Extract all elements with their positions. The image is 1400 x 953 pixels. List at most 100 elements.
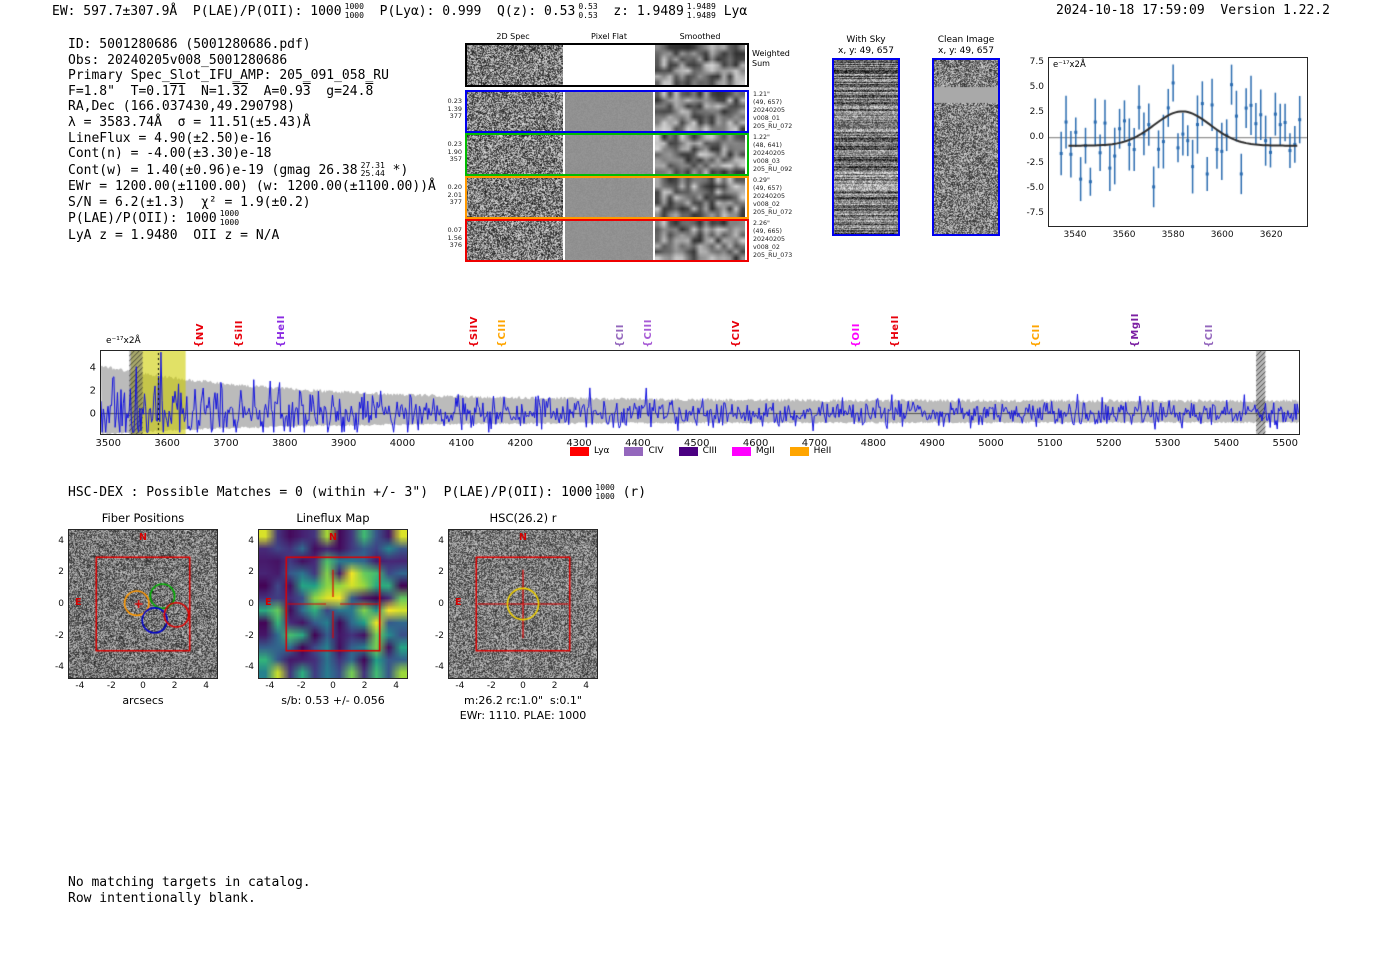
compass-north-label: N: [139, 532, 147, 543]
axis-tick-label: -2: [486, 681, 496, 691]
axis-tick-label: -2: [55, 630, 64, 641]
lineflux-map-xlabel: s/b: 0.53 +/- 0.056: [281, 694, 385, 707]
axis-tick-label: 2: [248, 567, 254, 578]
2d-spec-header: 2D Spec: [496, 32, 530, 41]
brace-icon: {: [1030, 340, 1042, 348]
axis-tick-label: 4300: [566, 438, 592, 449]
2d-spec-smooth-image: [655, 135, 745, 174]
2d-spec-flat-image: [565, 92, 653, 131]
legend-item: Lyα: [570, 446, 609, 456]
axis-tick-label: 5200: [1095, 438, 1122, 449]
spectral-line-label: NV{: [192, 300, 208, 348]
fiber-weight-labels: 0.07 1.56 376: [447, 226, 462, 249]
fiber-positions-title: Fiber Positions: [101, 511, 185, 525]
legend-item: MgII: [731, 446, 775, 456]
brace-icon: {: [233, 340, 245, 348]
axis-tick-label: -2.5: [1026, 157, 1044, 168]
axis-tick-label: 4: [583, 681, 590, 691]
header-summary-line: EW: 597.7±307.9Å P(LAE)/P(OII): 1000 1000…: [52, 2, 748, 20]
axis-tick-label: 4200: [507, 438, 533, 449]
axis-tick-label: 0.0: [1029, 132, 1044, 143]
compass-east-label: E: [265, 597, 272, 608]
axis-tick-label: 2: [361, 681, 368, 691]
fiber-annotation: 0.29" (49, 657) 20240205 v008_02 205_RU_072: [753, 177, 793, 217]
compass-east-label: E: [75, 597, 82, 608]
spectral-line-label: CII{: [1029, 300, 1045, 348]
2d-spec-flat-image: [565, 178, 653, 217]
compass-north-label: N: [519, 532, 527, 543]
stacked-fraction: 1.9489 1.9489: [686, 2, 716, 20]
axis-tick-label: 4600: [742, 438, 769, 449]
brace-icon: {: [730, 340, 742, 348]
info-line: Obs: 20240205v008_5001280686: [68, 52, 288, 68]
brace-icon: {: [1129, 340, 1141, 348]
clean-image: [932, 58, 1000, 236]
info-line: S/N = 6.2(±1.3) χ² = 1.9(±0.2): [68, 194, 311, 210]
axis-tick-label: 3600: [1210, 230, 1234, 240]
spectral-line-name: CII: [1031, 323, 1043, 340]
axis-tick-label: 4: [393, 681, 400, 691]
axis-tick-label: 3800: [272, 438, 298, 449]
2d-spec-fine-image: [467, 92, 563, 131]
fiber-positions-xlabel: arcsecs: [122, 694, 164, 707]
axis-tick-label: 3700: [213, 438, 239, 449]
lineflux-map-panel: [258, 529, 408, 679]
info-line: Primary Spec_Slot_IFU_AMP: 205_091_058_R…: [68, 68, 389, 84]
2d-spec-fine-image: [467, 135, 563, 174]
axis-tick-label: 5100: [1037, 438, 1063, 449]
spectral-line-name: HeII: [276, 315, 288, 340]
info-line: λ = 3583.74Å σ = 11.51(±5.43)Å: [68, 114, 311, 130]
axis-tick-label: 4800: [860, 438, 887, 449]
compass-north-label: N: [329, 532, 337, 543]
spectral-line-name: OII: [851, 322, 863, 340]
spectral-line-label: OII{: [849, 300, 865, 348]
2d-spec-smooth-image: [655, 92, 745, 131]
spectral-line-label: CII{: [612, 300, 628, 348]
inset-unit-label: e⁻¹⁷x2Å: [1053, 60, 1086, 70]
info-line: P(LAE)/P(OII): 1000 1000 1000: [68, 209, 240, 228]
axis-tick-label: 3620: [1259, 230, 1283, 240]
axis-tick-label: 5.0: [1029, 82, 1044, 93]
2d-spec-fine-image: [467, 178, 563, 217]
axis-tick-label: 2: [171, 681, 178, 691]
2d-spec-smooth-image: [655, 221, 745, 260]
axis-tick-label: -2: [245, 630, 254, 641]
axis-tick-label: 2: [89, 385, 96, 397]
axis-tick-label: 4: [203, 681, 210, 691]
axis-tick-label: 3500: [95, 438, 121, 449]
axis-tick-label: 4: [89, 362, 96, 374]
spectrum-unit-label: e⁻¹⁷x2Å: [106, 336, 141, 346]
spectral-line-name: CII: [1204, 323, 1216, 340]
spectral-line-name: CIII: [643, 319, 654, 340]
axis-tick-label: 0: [438, 599, 444, 609]
2d-spec-row: [465, 90, 749, 133]
2d-spec-smooth-image: [655, 178, 745, 217]
detection-info-block: ID: 5001280686 (5001280686.pdf) Obs: 2024…: [68, 37, 436, 243]
compass-east-label: E: [455, 597, 462, 608]
brace-icon: {: [194, 340, 206, 348]
axis-tick-label: -2: [106, 681, 116, 691]
legend-label: HeII: [813, 446, 832, 456]
axis-tick-label: 2: [438, 567, 444, 578]
brace-icon: {: [496, 340, 508, 348]
legend-swatch: [624, 446, 644, 456]
brace-icon: {: [1203, 340, 1215, 348]
report-version: Version 1.22.2: [1220, 3, 1330, 18]
legend-swatch: [570, 446, 589, 456]
fiber-weight-labels: 0.23 1.39 377: [447, 97, 462, 120]
brace-icon: {: [642, 340, 654, 348]
axis-tick-label: 0: [140, 681, 146, 691]
2d-spec-weighted-row: [465, 43, 749, 87]
spectral-line-name: CIV: [731, 319, 743, 340]
axis-tick-label: 5400: [1213, 438, 1240, 449]
axis-tick-label: 4900: [919, 438, 945, 449]
axis-tick-label: 0: [330, 681, 336, 691]
pixel-flat-header: Pixel Flat: [591, 32, 627, 41]
info-line: LyA z = 1.9480 OII z = N/A: [68, 227, 280, 243]
axis-tick-label: 4: [58, 535, 64, 546]
axis-tick-label: -4: [75, 681, 85, 691]
info-line: F=1.8" T=0.171 N=1.32 A=0.93 g=24.8: [68, 83, 374, 99]
spectral-line-label: CIII{: [495, 300, 511, 348]
axis-tick-label: -2: [435, 630, 444, 641]
legend-item: CIII: [678, 446, 717, 456]
